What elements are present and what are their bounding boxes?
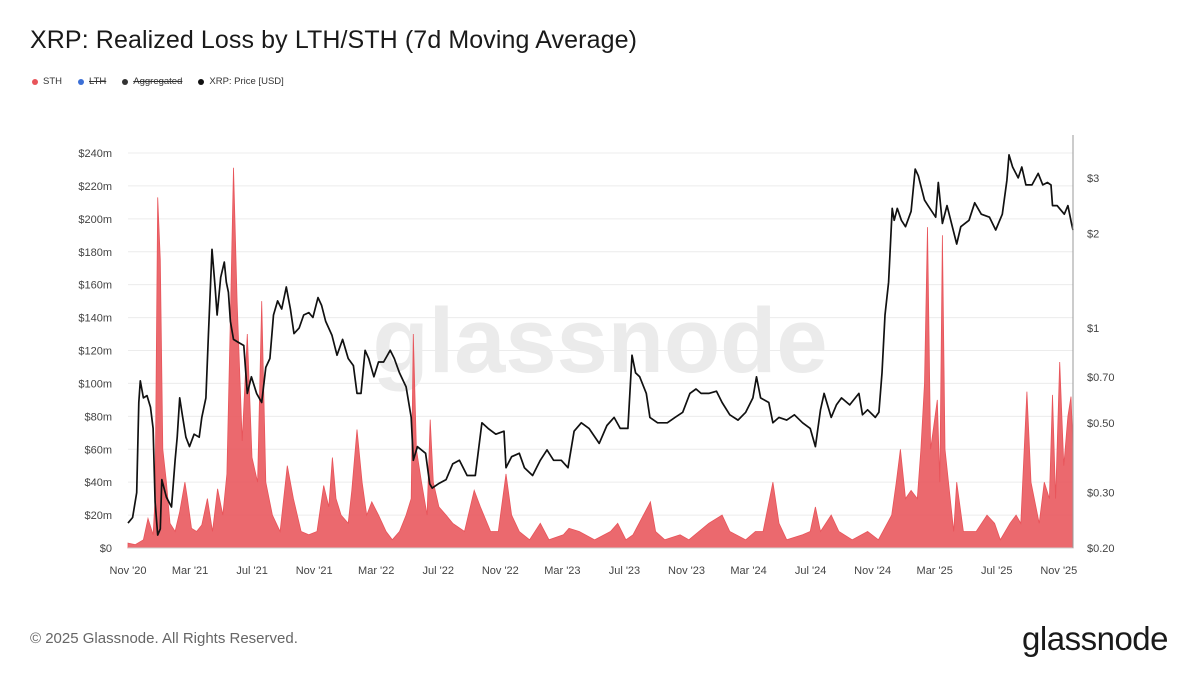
sth-area-layer xyxy=(127,167,1074,549)
x-tick-label: Jul '24 xyxy=(795,565,826,577)
y-left-tick-label: $200m xyxy=(78,214,112,226)
x-tick-label: Nov '25 xyxy=(1040,565,1077,577)
y-right-tick-label: $0.70 xyxy=(1087,372,1115,384)
x-tick-label: Nov '21 xyxy=(296,565,333,577)
x-tick-label: Jul '21 xyxy=(236,565,267,577)
sth-area-series xyxy=(127,167,1074,549)
y-left-tick-label: $80m xyxy=(84,411,112,423)
legend-label: LTH xyxy=(89,76,107,87)
legend-label: XRP: Price [USD] xyxy=(209,76,284,87)
gridlines xyxy=(128,152,1073,516)
x-tick-label: Nov '23 xyxy=(668,565,705,577)
y-right-tick-label: $0.50 xyxy=(1087,418,1115,430)
legend: STH LTH Aggregated XRP: Price [USD] xyxy=(32,76,284,87)
legend-label: Aggregated xyxy=(133,76,183,87)
x-tick-label: Mar '21 xyxy=(172,565,208,577)
y-left-tick-label: $20m xyxy=(84,510,112,522)
y-left-tick-label: $120m xyxy=(78,346,112,358)
y-left-tick-label: $40m xyxy=(84,477,112,489)
legend-dot-icon xyxy=(122,78,129,85)
y-right-tick-label: $0.30 xyxy=(1087,488,1115,500)
legend-item-aggregated[interactable]: Aggregated xyxy=(122,76,182,87)
y-right-tick-label: $2 xyxy=(1087,228,1099,240)
y-left-tick-label: $60m xyxy=(84,444,112,456)
legend-dot-icon xyxy=(198,78,205,85)
x-tick-label: Mar '25 xyxy=(917,565,953,577)
y-left-tick-label: $100m xyxy=(78,378,112,390)
x-tick-label: Jul '22 xyxy=(423,565,454,577)
legend-label: STH xyxy=(43,76,62,87)
x-tick-label: Nov '24 xyxy=(854,565,891,577)
copyright-footer: © 2025 Glassnode. All Rights Reserved. xyxy=(30,630,298,647)
x-tick-label: Mar '22 xyxy=(358,565,394,577)
chart-canvas[interactable]: glassnode $0 $20m $40m $60m $80m $100m $120m $1… xyxy=(0,0,1200,600)
watermark: glassnode xyxy=(372,290,827,392)
legend-item-sth[interactable]: STH xyxy=(32,76,62,87)
legend-item-lth[interactable]: LTH xyxy=(78,76,106,87)
y-right-tick-label: $3 xyxy=(1087,173,1099,185)
y-right-tick-label: $0.20 xyxy=(1087,543,1115,555)
x-tick-label: Jul '23 xyxy=(609,565,640,577)
y-right-tick-label: $1 xyxy=(1087,323,1099,335)
legend-item-xrp-price[interactable]: XRP: Price [USD] xyxy=(198,76,284,87)
y-axis-left-labels: $0 $20m $40m $60m $80m $100m $120m $140m $160m $1… xyxy=(78,148,112,555)
y-left-tick-label: $160m xyxy=(78,280,112,292)
y-left-tick-label: $0 xyxy=(100,543,112,555)
y-left-tick-label: $220m xyxy=(78,181,112,193)
brand-logo: glassnode xyxy=(1022,620,1168,657)
legend-dot-icon xyxy=(78,78,84,85)
y-left-tick-label: $180m xyxy=(78,247,112,259)
x-tick-label: Mar '24 xyxy=(730,565,766,577)
xrp-price-line xyxy=(127,154,1074,536)
axes xyxy=(128,135,1074,549)
legend-dot-icon xyxy=(32,78,38,85)
x-tick-label: Nov '20 xyxy=(110,565,147,577)
x-tick-label: Nov '22 xyxy=(482,565,519,577)
y-left-tick-label: $140m xyxy=(78,313,112,325)
x-tick-label: Jul '25 xyxy=(981,565,1012,577)
chart-title: XRP: Realized Loss by LTH/STH (7d Moving… xyxy=(30,26,638,54)
x-axis-labels: Nov '20 Mar '21 Jul '21 Nov '21 Mar '22 Jul '… xyxy=(110,565,1078,577)
price-line-layer xyxy=(127,154,1074,536)
y-axis-right-labels: $0.20 $0.30 $0.50 $0.70 $1 $2 $3 xyxy=(1087,173,1115,555)
x-tick-label: Mar '23 xyxy=(544,565,580,577)
y-left-tick-label: $240m xyxy=(78,148,112,160)
